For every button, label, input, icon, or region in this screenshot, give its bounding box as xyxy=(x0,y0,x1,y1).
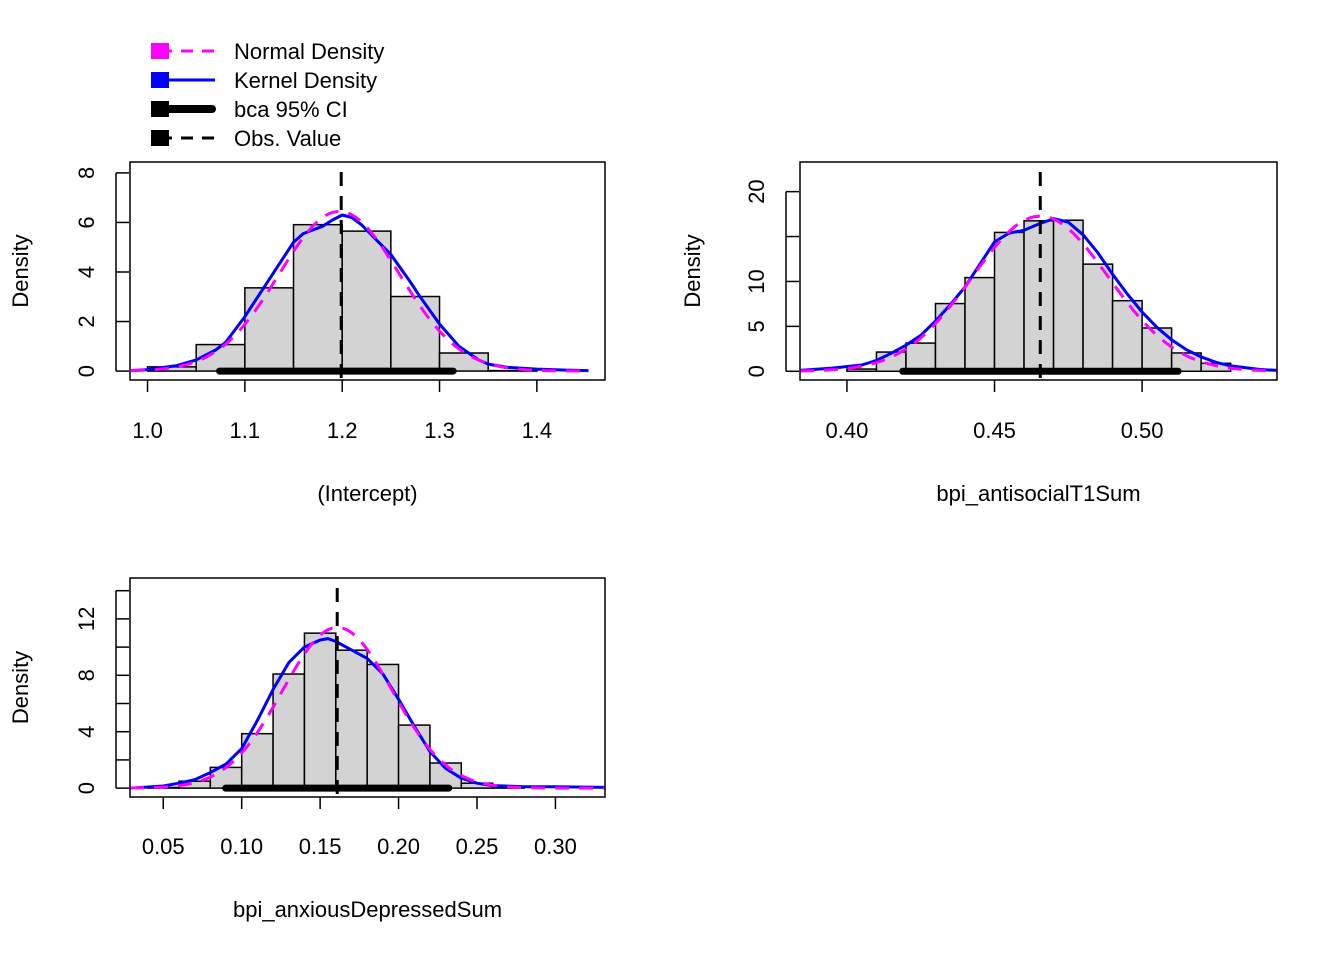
y-tick-label: 8 xyxy=(74,167,99,179)
x-tick-label: 0.45 xyxy=(973,418,1016,443)
kernel-density-curve xyxy=(800,217,1277,372)
legend-label-kernel: Kernel Density xyxy=(234,68,377,93)
x-tick-label: 1.0 xyxy=(132,418,163,443)
histogram-bar xyxy=(1082,263,1114,373)
histogram-bar xyxy=(390,295,441,372)
normal-density-curve xyxy=(800,214,1277,373)
histogram-bar xyxy=(397,724,431,789)
normal-density-curve xyxy=(130,625,605,790)
x-tick-label: 0.20 xyxy=(377,834,420,859)
y-axis-title: Density xyxy=(8,651,33,724)
legend-label-obs: Obs. Value xyxy=(234,126,341,151)
histogram-bar xyxy=(964,276,996,373)
x-axis-title: bpi_antisocialT1Sum xyxy=(936,481,1140,506)
y-tick-label: 8 xyxy=(74,669,99,681)
histogram-bar xyxy=(240,732,274,789)
x-tick-label: 0.40 xyxy=(826,418,869,443)
x-tick-label: 0.30 xyxy=(534,834,577,859)
x-tick-label: 0.50 xyxy=(1121,418,1164,443)
plot-area xyxy=(800,172,1277,378)
histogram-bar xyxy=(993,231,1025,373)
x-tick-label: 1.2 xyxy=(327,418,358,443)
x-tick-label: 0.25 xyxy=(456,834,499,859)
x-tick-label: 1.1 xyxy=(230,418,261,443)
x-tick-label: 0.15 xyxy=(299,834,342,859)
x-tick-label: 1.3 xyxy=(424,418,455,443)
histogram-bar xyxy=(341,230,392,372)
histogram-bar xyxy=(292,223,343,372)
x-axis-title: (Intercept) xyxy=(317,481,417,506)
x-tick-label: 0.10 xyxy=(220,834,263,859)
panel-bpi-anxious-depressed: 0.05 0.10 0.15 0.20 0.25 0.30 0 4 8 12 bpi_anxious… xyxy=(8,577,606,922)
y-tick-label: 2 xyxy=(74,315,99,327)
histogram-bar xyxy=(272,673,306,789)
plot-area xyxy=(130,172,589,378)
y-tick-label: 6 xyxy=(74,216,99,228)
legend-entry-ci: bca 95% CI xyxy=(151,97,348,122)
y-tick-label: 10 xyxy=(744,269,769,293)
histogram-bar xyxy=(244,287,295,372)
histogram-bar xyxy=(366,663,400,789)
y-tick-label: 4 xyxy=(74,266,99,278)
histogram-bar xyxy=(1111,299,1143,373)
y-tick-label: 4 xyxy=(74,726,99,738)
legend: Normal Density Kernel Density bca 95% CI… xyxy=(151,39,384,151)
y-tick-label: 0 xyxy=(74,365,99,377)
legend-entry-kernel-density: Kernel Density xyxy=(151,68,377,93)
x-tick-label: 1.4 xyxy=(522,418,553,443)
y-tick-label: 12 xyxy=(74,607,99,631)
panel-bpi-antisocial: 0.40 0.45 0.50 0 5 10 20 bpi_antisocialT1Sum Den… xyxy=(680,161,1278,506)
y-tick-label: 5 xyxy=(744,320,769,332)
x-tick-label: 0.05 xyxy=(142,834,185,859)
legend-label-ci: bca 95% CI xyxy=(234,97,348,122)
y-tick-label: 0 xyxy=(74,782,99,794)
legend-entry-obs-value: Obs. Value xyxy=(151,126,341,151)
histogram-bar xyxy=(335,649,368,789)
histogram-bar xyxy=(303,632,337,789)
plot-frame xyxy=(129,577,606,798)
panel-intercept: 1.0 1.1 1.2 1.3 1.4 0 2 4 6 8 (Intercept) Density xyxy=(8,161,606,506)
x-axis-title: bpi_anxiousDepressedSum xyxy=(233,897,502,922)
y-axis-title: Density xyxy=(8,234,33,307)
histogram-bar xyxy=(1052,219,1084,373)
plot-frame xyxy=(129,161,606,381)
histogram-bar xyxy=(905,342,937,373)
y-axis-title: Density xyxy=(680,234,705,307)
normal-density-curve xyxy=(130,209,589,373)
legend-label-normal: Normal Density xyxy=(234,39,384,64)
y-tick-label: 0 xyxy=(744,365,769,377)
legend-entry-normal-density: Normal Density xyxy=(151,39,384,64)
plot-area xyxy=(130,588,605,795)
plot-frame xyxy=(799,161,1278,381)
histogram-bar xyxy=(934,302,966,373)
y-tick-label: 20 xyxy=(744,179,769,203)
